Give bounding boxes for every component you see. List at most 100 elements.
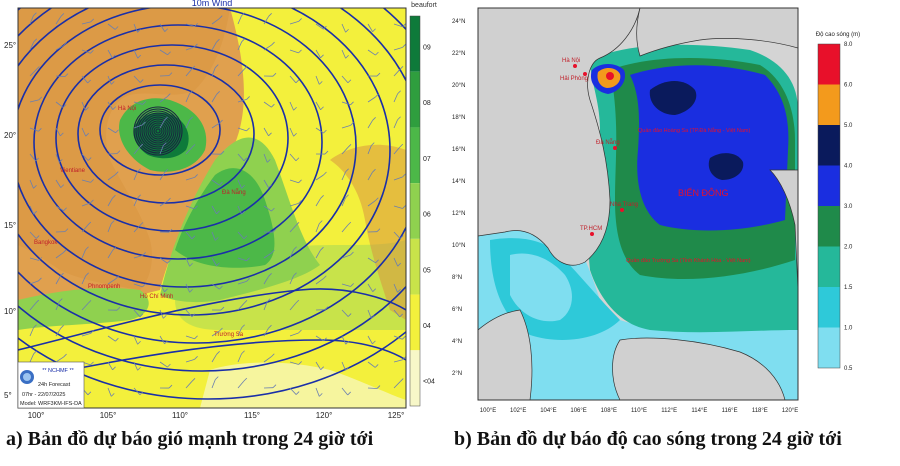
- wind-barb-flag: [271, 41, 275, 46]
- wind-barb-flag: [85, 246, 89, 251]
- wind-barb-flag: [372, 116, 376, 121]
- legend-label: 6.0: [844, 83, 853, 89]
- wind-barb-flag: [164, 288, 168, 293]
- wind-barb-flag: [87, 391, 92, 396]
- wind-barb-flag: [347, 313, 352, 317]
- wind-barb: [315, 278, 324, 285]
- wind-barb-flag: [142, 283, 146, 288]
- wind-barb: [263, 16, 270, 25]
- wind-barb-flag: [370, 315, 375, 319]
- legend-label: 0.5: [844, 366, 853, 372]
- wind-barb-flag: [112, 247, 116, 251]
- wind-barb: [315, 223, 320, 233]
- wind-barb-flag: [268, 13, 272, 17]
- wind-barb-flag: [243, 377, 248, 382]
- wind-barb: [341, 254, 351, 259]
- wind-barb-flag: [33, 350, 37, 355]
- wind-barb: [185, 381, 193, 389]
- wind-barb: [185, 309, 193, 318]
- wind-barb: [211, 94, 218, 103]
- wind-unit-label: beaufort: [411, 2, 437, 9]
- wind-barb-flag: [218, 15, 223, 19]
- wind-barb: [315, 174, 324, 181]
- wind-barb: [289, 153, 297, 162]
- wind-barb: [159, 172, 166, 181]
- wind-barb-flag: [90, 361, 94, 366]
- wind-barb: [341, 387, 349, 396]
- wind-barb: [159, 257, 168, 264]
- wind-map-header: 10m Wind: [192, 0, 233, 8]
- wind-barb: [159, 335, 165, 344]
- wind-barb-flag: [139, 313, 144, 318]
- wind-barb-flag: [115, 275, 119, 280]
- wind-barb: [185, 283, 190, 293]
- legend-swatch: [818, 206, 840, 247]
- wind-barb: [185, 147, 193, 155]
- lat-label: 15°: [4, 221, 16, 230]
- wind-barb: [133, 225, 141, 233]
- wind-barb: [289, 127, 294, 137]
- wind-barb-flag: [402, 44, 406, 48]
- wind-barb-flag: [243, 300, 248, 304]
- lat-label: 12°N: [452, 211, 465, 217]
- wind-barb: [81, 127, 87, 137]
- land-malaysia: [478, 309, 533, 400]
- wind-barb-flag: [139, 391, 144, 396]
- wind-barb-flag: [323, 171, 327, 176]
- lat-label: 20°: [4, 131, 16, 140]
- spiral-ring: [147, 120, 169, 142]
- wind-barb-flag: [194, 43, 198, 48]
- wind-barb: [29, 153, 36, 162]
- wind-barb: [29, 179, 34, 189]
- wind-barb-flag: [268, 324, 272, 329]
- wind-barb-flag: [397, 289, 401, 293]
- caption-a: a) Bản đồ dự báo gió mạnh trong 24 giờ t…: [6, 428, 374, 450]
- land-borneo: [612, 337, 786, 400]
- wind-barb-flag: [60, 13, 65, 17]
- wind-barb: [107, 101, 114, 110]
- wind-barb-flag: [115, 337, 119, 342]
- wind-barb: [81, 75, 88, 84]
- wind-barb-flag: [320, 246, 324, 251]
- wind-barb: [29, 41, 35, 51]
- wind-barb: [393, 119, 398, 129]
- wind-barb: [185, 177, 195, 181]
- wind-barb: [393, 335, 403, 340]
- legend-label: 04: [423, 323, 431, 330]
- wind-barb: [185, 231, 193, 240]
- forecast-line: 24h Forecast: [38, 382, 71, 388]
- wind-barb-flag: [350, 251, 354, 256]
- legend-swatch: [818, 327, 840, 368]
- lon-label: 125°: [388, 411, 405, 420]
- wind-barb-flag: [164, 340, 168, 345]
- wind-barb-flag: [214, 376, 219, 380]
- wind-barb-flag: [87, 79, 91, 84]
- wind-barb: [341, 309, 349, 317]
- lon-label: 120°E: [782, 408, 798, 414]
- wind-barb: [315, 23, 324, 30]
- wind-barb: [29, 69, 37, 77]
- wave-zone-8-0: [606, 72, 614, 80]
- wind-barb-flag: [399, 143, 404, 148]
- wind-barb-flag: [324, 150, 329, 155]
- wind-barb: [81, 303, 89, 311]
- wind-barb: [81, 275, 87, 285]
- wind-barb: [107, 335, 116, 342]
- wind-barb-flag: [142, 101, 146, 105]
- isobar: [55, 44, 289, 232]
- wind-barb-flag: [112, 366, 116, 371]
- wind-barb: [29, 99, 39, 103]
- wind-barb: [185, 46, 195, 51]
- wind-barb-flag: [33, 12, 37, 16]
- sea-label: BIỂN ĐÔNG: [678, 187, 729, 198]
- wind-barb: [211, 67, 216, 77]
- wind-barb-flag: [298, 361, 302, 365]
- wind-barb-flag: [293, 132, 297, 137]
- wind-barb-flag: [33, 185, 37, 189]
- wind-barb-flag: [189, 262, 193, 267]
- wind-barb: [367, 283, 374, 292]
- wind-barb: [237, 15, 242, 25]
- place-dot: [583, 72, 587, 76]
- isobar: [99, 84, 221, 176]
- wave-height-map: Hà Nội Hải Phòng Quần đảo Hoàng Sa (TP.Đ…: [452, 7, 860, 414]
